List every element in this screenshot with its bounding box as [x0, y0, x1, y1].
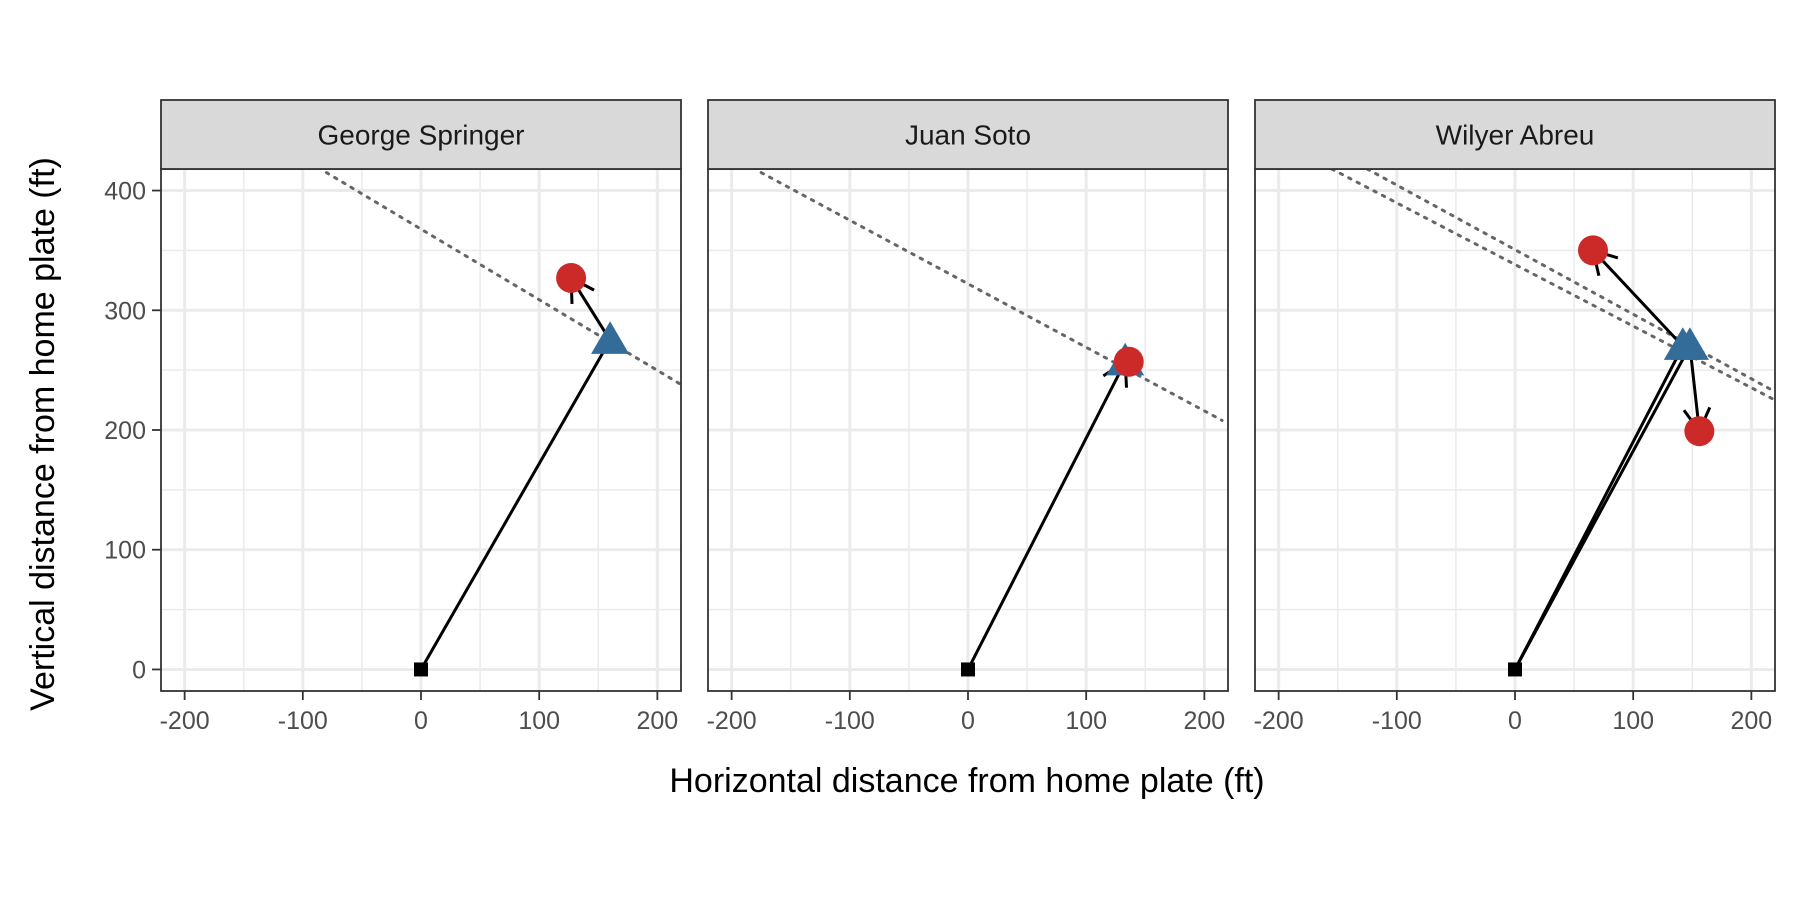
x-tick-label: -200 [160, 707, 210, 735]
x-tick-label: 200 [1184, 707, 1226, 735]
x-tick-label: 100 [1612, 707, 1654, 735]
circle-point [1684, 416, 1715, 447]
x-tick-label: 100 [518, 707, 560, 735]
panel-data-layer [759, 171, 1224, 677]
y-tick-label: 100 [104, 537, 146, 565]
home-plate-marker [1508, 662, 1522, 677]
panel-1: Juan Soto -200 -100 0 100 200 [707, 99, 1229, 735]
panel-0: George Springer -200 -100 0 100 200 0 100 200 300… [104, 99, 682, 735]
y-tick-label: 400 [104, 178, 146, 206]
facet-label: Juan Soto [905, 120, 1031, 151]
facet-strip [1254, 99, 1776, 170]
x-tick-label: -100 [825, 707, 875, 735]
home-plate-marker [961, 662, 975, 677]
circle-point [1578, 235, 1608, 266]
y-tick-label: 300 [104, 297, 146, 325]
panel-data-layer [324, 171, 681, 677]
x-tick-label: 200 [637, 707, 679, 735]
circle-point [556, 262, 587, 293]
x-tick-label: 200 [1731, 707, 1773, 735]
circle-point [1113, 346, 1144, 377]
x-tick-label: -200 [1254, 707, 1304, 735]
triangle-point [591, 321, 630, 354]
y-tick-label: 200 [104, 417, 146, 445]
triangle-point [1670, 327, 1709, 360]
fence-line [1330, 169, 1775, 402]
facet-strip [160, 99, 682, 170]
x-axis-title: Horizontal distance from home plate (ft) [669, 762, 1264, 800]
x-tick-label: 0 [1508, 707, 1522, 735]
facet-strip [707, 99, 1229, 170]
x-tick-label: 0 [961, 707, 975, 735]
panel-data-layer [1330, 169, 1775, 677]
home-plate-marker [414, 662, 428, 677]
y-axis-title: Vertical distance from home plate (ft) [24, 157, 62, 711]
facet-label: George Springer [317, 120, 524, 151]
x-tick-label: -100 [278, 707, 328, 735]
panels-layer: George Springer -200 -100 0 100 200 0 100 200 300… [104, 99, 1776, 735]
fence-line [1365, 169, 1775, 394]
x-tick-label: 100 [1065, 707, 1107, 735]
ball-path [966, 361, 1127, 671]
x-tick-label: 0 [414, 707, 428, 735]
y-tick-label: 0 [132, 656, 146, 684]
x-tick-label: -100 [1372, 707, 1422, 735]
x-tick-label: -200 [707, 707, 757, 735]
panel-2: Wilyer Abreu -200 -100 0 100 200 [1254, 99, 1776, 735]
facet-label: Wilyer Abreu [1436, 120, 1595, 151]
fence-line [759, 171, 1224, 422]
